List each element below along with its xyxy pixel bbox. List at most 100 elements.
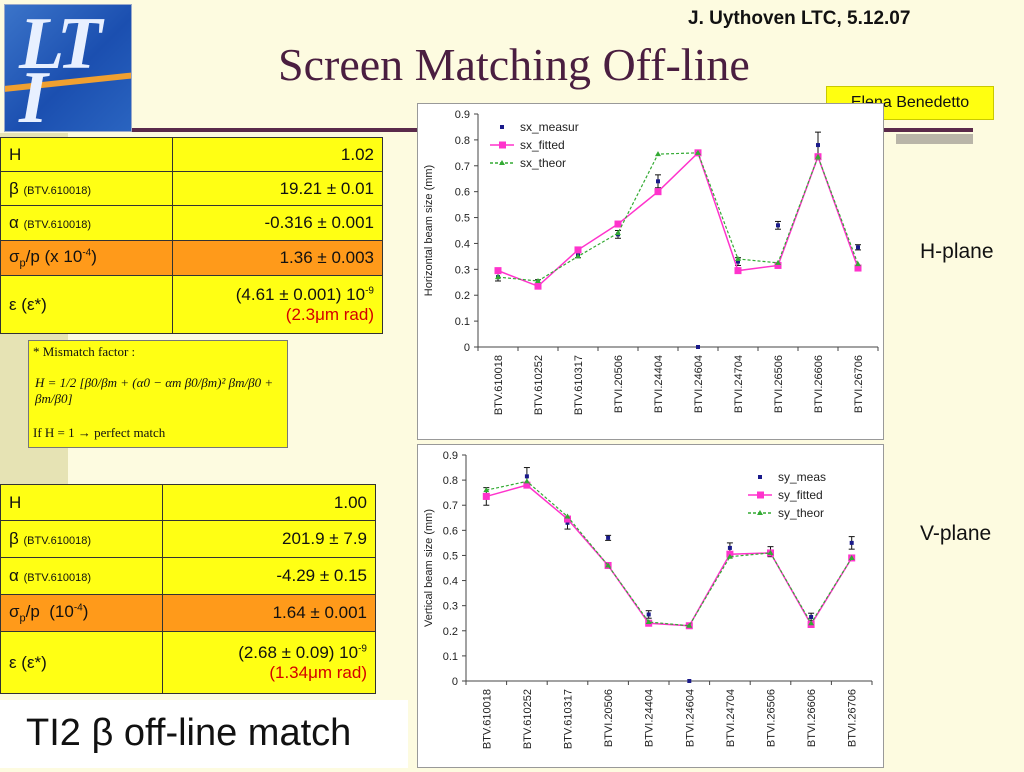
point-sy_fitted (523, 481, 531, 489)
row-value: -0.316 ± 0.001 (172, 205, 383, 241)
y-tick-label: 0.4 (455, 238, 470, 250)
row-value: (2.68 ± 0.09) 10-9 (1.34μm rad) (162, 631, 376, 694)
y-tick-label: 0.3 (455, 264, 470, 276)
point-sx_theor (495, 274, 501, 280)
row-value: 1.36 ± 0.003 (172, 240, 383, 276)
y-tick-label: 0.4 (443, 576, 458, 588)
point-sx_fitted (494, 267, 502, 275)
bottom-title-box: TI2 β off-line match (0, 700, 408, 768)
row-label: α (BTV.610018) (0, 557, 163, 595)
v-plane-parameter-table: H 1.00 β (BTV.610018) 201.9 ± 7.9 α (BTV.6… (0, 484, 376, 694)
y-axis-label: Vertical beam size (mm) (423, 509, 435, 627)
point-sx_theor (575, 253, 581, 259)
legend-label: sy_meas (778, 470, 826, 484)
x-tick-label: BTVI.24704 (733, 355, 745, 413)
y-tick-label: 0.1 (455, 316, 470, 328)
x-tick-label: BTV.610317 (573, 355, 585, 415)
mismatch-factor-box: * Mismatch factor : H = 1/2 [β0/βm + (α0… (28, 340, 288, 448)
mismatch-formula: H = 1/2 [β0/βm + (α0 − αm β0/βm)² βm/β0 … (35, 375, 274, 406)
x-tick-label: BTVI.20506 (613, 355, 625, 413)
point-sy_theor (605, 562, 612, 568)
y-tick-label: 0 (464, 342, 470, 354)
logo-letters-bottom: I (19, 57, 48, 132)
point-sy_meas (849, 540, 854, 545)
v-plane-chart-box: 0 0.1 0.2 0.3 0.4 0.5 0.6 0.7 0.8 0.9 BTV.610018 BT… (417, 444, 884, 768)
y-tick-label: 0.5 (455, 213, 470, 225)
row-value: 19.21 ± 0.01 (172, 171, 383, 206)
x-tick-label: BTVI.24604 (693, 355, 705, 413)
row-label: H (0, 137, 173, 172)
y-tick-label: 0 (452, 676, 458, 688)
v-plane-label: V-plane (920, 522, 992, 545)
point-sy_theor (564, 513, 571, 519)
y-tick-label: 0.9 (443, 450, 458, 462)
lti-logo: LT I (4, 4, 132, 132)
legend-label: sy_fitted (778, 488, 823, 502)
legend-marker (499, 141, 506, 149)
y-tick-label: 0.5 (443, 550, 458, 562)
point-sx_fitted (574, 246, 582, 254)
row-value: 1.64 ± 0.001 (162, 594, 376, 632)
point-sx_fitted (614, 220, 622, 228)
y-tick-label: 0.8 (455, 135, 470, 147)
point-sy_theor (523, 478, 530, 484)
y-tick-label: 0.6 (455, 187, 470, 199)
series-line-sy_theor (486, 480, 853, 627)
series-line-sx_fitted (497, 151, 859, 288)
title-underline-accent (896, 134, 973, 144)
point-sy_theor (726, 553, 733, 559)
point-sx_fitted (534, 282, 542, 290)
row-value: 1.02 (172, 137, 383, 172)
series-line-sx_theor (497, 152, 859, 282)
row-label: β (BTV.610018) (0, 520, 163, 558)
point-sy_theor (483, 487, 490, 493)
legend-label: sx_measur (520, 120, 579, 134)
y-tick-label: 0.3 (443, 601, 458, 613)
x-tick-label: BTVI.26606 (806, 689, 818, 747)
point-sy_meas (524, 474, 529, 479)
x-tick-label: BTV.610252 (533, 355, 545, 415)
mismatch-footer: If H = 1 → perfect match (33, 425, 166, 440)
row-label: β (BTV.610018) (0, 171, 173, 206)
row-label: ε (ε*) (0, 631, 163, 694)
y-tick-label: 0.2 (455, 290, 470, 302)
y-tick-label: 0.1 (443, 651, 458, 663)
x-tick-label: BTVI.26606 (813, 355, 825, 413)
point-sx_fitted (734, 267, 742, 275)
h-plane-parameter-table: H 1.02 β (BTV.610018) 19.21 ± 0.01 α (BTV.… (0, 137, 383, 334)
point-sy_meas (565, 520, 570, 525)
point-sx_theor (695, 149, 701, 155)
row-value: 201.9 ± 7.9 (162, 520, 376, 558)
point-sy_theor (645, 618, 652, 624)
y-tick-label: 0.7 (443, 500, 458, 512)
point-sx_measur (776, 223, 780, 228)
x-tick-label: BTVI.24404 (644, 689, 656, 747)
point-sy_meas (687, 679, 692, 683)
v-plane-chart: 0 0.1 0.2 0.3 0.4 0.5 0.6 0.7 0.8 0.9 BTV.610018 BT… (423, 450, 873, 749)
legend-marker (757, 491, 764, 499)
legend-label: sy_theor (778, 506, 824, 520)
point-sx_measur (856, 245, 860, 250)
y-tick-label: 0.7 (455, 161, 470, 173)
x-tick-label: BTV.610018 (481, 689, 493, 749)
point-sx_theor (815, 153, 821, 159)
x-tick-label: BTVI.24404 (653, 355, 665, 413)
h-plane-chart: 0 0.1 0.2 0.3 0.4 0.5 0.6 0.7 0.8 0.9 BTV.610018 BT… (423, 109, 879, 415)
point-sy_theor (767, 549, 774, 555)
point-sy_meas (606, 535, 611, 540)
point-sx_theor (775, 259, 781, 265)
row-label: σp/p (x 10-4) (0, 240, 173, 276)
point-sy_theor (848, 554, 855, 560)
x-tick-label: BTVI.26506 (766, 689, 778, 747)
y-tick-label: 0.2 (443, 626, 458, 638)
point-sy_meas (727, 545, 732, 550)
x-tick-label: BTVI.26706 (847, 689, 859, 747)
point-sx_measur (736, 259, 740, 264)
point-sx_fitted (774, 261, 782, 269)
point-sx_measur (656, 179, 660, 184)
x-tick-label: BTVI.26706 (853, 355, 865, 413)
x-tick-label: BTV.610018 (493, 355, 505, 415)
legend-marker (500, 125, 504, 129)
row-label: H (0, 484, 163, 521)
x-tick-label: BTV.610317 (563, 689, 575, 749)
